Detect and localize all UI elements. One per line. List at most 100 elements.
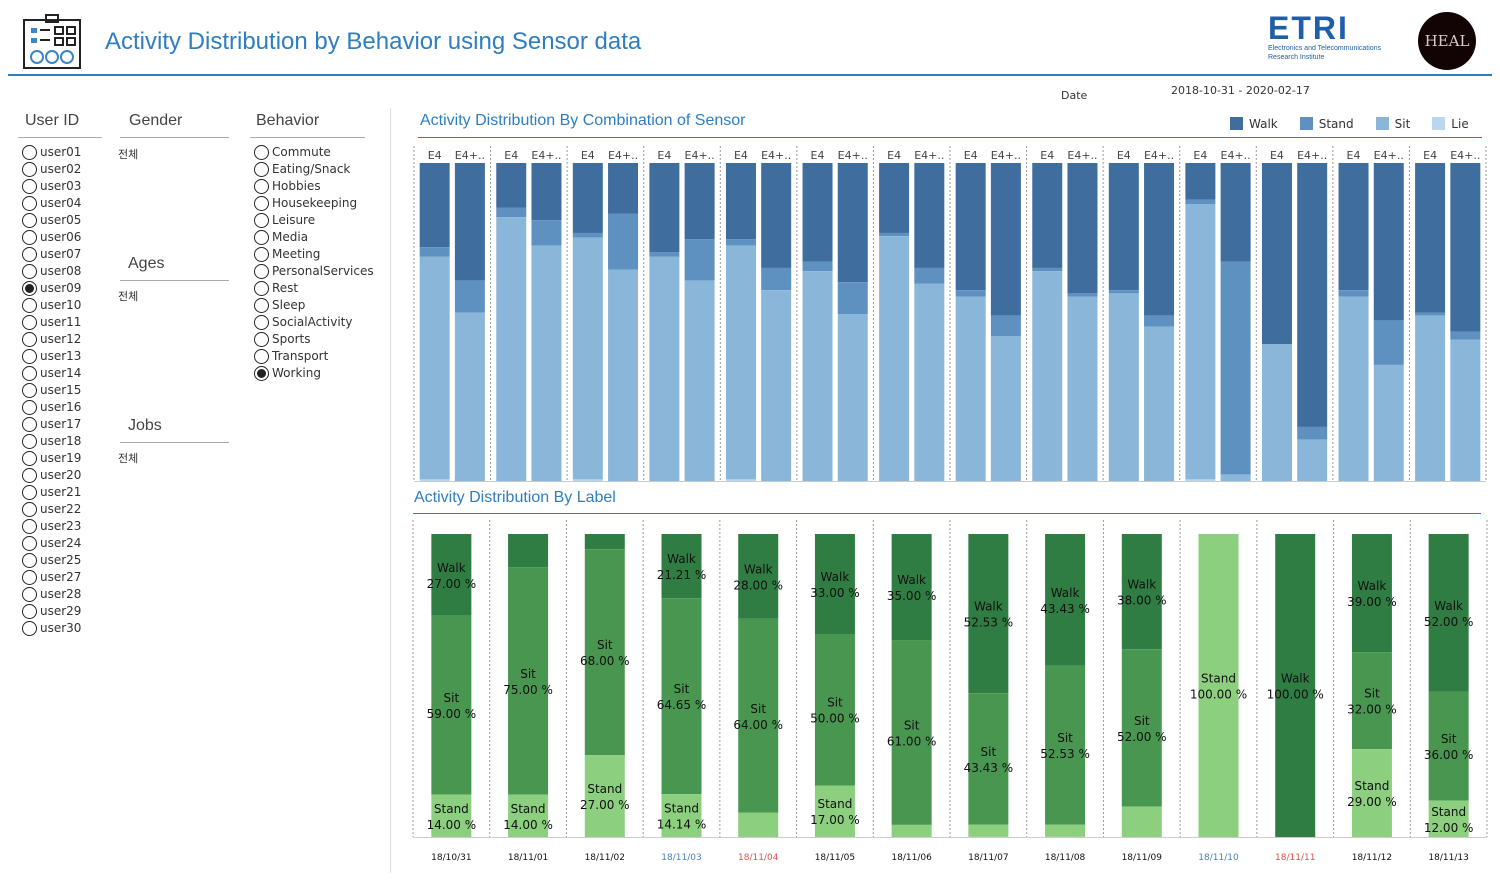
user-option-user15[interactable]: user15 — [22, 383, 81, 400]
radio-icon[interactable] — [22, 349, 37, 364]
radio-icon[interactable] — [254, 281, 269, 296]
behavior-option-housekeeping[interactable]: Housekeeping — [254, 196, 374, 213]
sensor-bar-sit[interactable] — [572, 237, 603, 480]
label-bar-stand[interactable] — [814, 785, 855, 837]
sensor-bar-sit[interactable] — [802, 271, 833, 481]
sensor-bar-sit[interactable] — [496, 217, 527, 481]
behavior-option-working[interactable]: Working — [254, 366, 374, 383]
sensor-bar-sit[interactable] — [1144, 326, 1175, 481]
label-bar-walk[interactable] — [508, 534, 549, 568]
sensor-bar-walk[interactable] — [608, 163, 639, 214]
sensor-bar-sit[interactable] — [725, 245, 756, 480]
sensor-bar-sit[interactable] — [1415, 315, 1446, 481]
sensor-bar-sit[interactable] — [990, 336, 1021, 481]
user-option-user28[interactable]: user28 — [22, 587, 81, 604]
sensor-bar-sit[interactable] — [1450, 339, 1481, 481]
label-bar-sit[interactable] — [508, 567, 549, 795]
sensor-bar-sit[interactable] — [837, 314, 868, 481]
behavior-option-transport[interactable]: Transport — [254, 349, 374, 366]
label-bar-sit[interactable] — [1428, 691, 1469, 801]
user-option-user14[interactable]: user14 — [22, 366, 81, 383]
sensor-bar-stand[interactable] — [1450, 331, 1481, 340]
jobs-filter-value[interactable]: 전체 — [118, 452, 139, 465]
user-option-user16[interactable]: user16 — [22, 400, 81, 417]
label-bar-sit[interactable] — [968, 693, 1009, 825]
sensor-bar-walk[interactable] — [496, 163, 527, 208]
label-bar-walk[interactable] — [814, 534, 855, 634]
radio-icon[interactable] — [22, 383, 37, 398]
radio-icon[interactable] — [22, 451, 37, 466]
sensor-bar-walk[interactable] — [1373, 163, 1404, 321]
label-bar-sit[interactable] — [584, 549, 625, 756]
radio-icon[interactable] — [22, 519, 37, 534]
label-bar-walk[interactable] — [1428, 534, 1469, 692]
sensor-bar-stand[interactable] — [1415, 312, 1446, 316]
sensor-bar-walk[interactable] — [761, 163, 792, 268]
user-option-user27[interactable]: user27 — [22, 570, 81, 587]
label-bar-sit[interactable] — [738, 618, 779, 813]
radio-icon[interactable] — [22, 145, 37, 160]
sensor-bar-walk[interactable] — [419, 163, 450, 248]
label-bar-stand[interactable] — [738, 812, 779, 837]
sensor-bar-sit[interactable] — [454, 312, 485, 481]
label-bar-stand[interactable] — [431, 794, 472, 837]
radio-icon[interactable] — [22, 281, 37, 296]
sensor-bar-walk[interactable] — [1185, 163, 1216, 200]
sensor-bar-sit[interactable] — [649, 256, 680, 481]
user-option-user19[interactable]: user19 — [22, 451, 81, 468]
sensor-bar-stand[interactable] — [1220, 261, 1251, 475]
radio-icon[interactable] — [22, 485, 37, 500]
sensor-bar-stand[interactable] — [1185, 199, 1216, 205]
sensor-bar-walk[interactable] — [1144, 163, 1175, 316]
radio-icon[interactable] — [22, 298, 37, 313]
radio-icon[interactable] — [22, 502, 37, 517]
radio-icon[interactable] — [22, 570, 37, 585]
radio-icon[interactable] — [254, 247, 269, 262]
label-bar-stand[interactable] — [584, 755, 625, 837]
radio-icon[interactable] — [254, 179, 269, 194]
radio-icon[interactable] — [254, 366, 269, 381]
radio-icon[interactable] — [22, 468, 37, 483]
sensor-bar-stand[interactable] — [802, 261, 833, 272]
behavior-option-leisure[interactable]: Leisure — [254, 213, 374, 230]
sensor-bar-walk[interactable] — [572, 163, 603, 233]
radio-icon[interactable] — [22, 621, 37, 636]
label-bar-stand[interactable] — [1351, 749, 1392, 837]
label-bar-walk[interactable] — [584, 534, 625, 550]
user-option-user30[interactable]: user30 — [22, 621, 81, 638]
sensor-bar-walk[interactable] — [990, 163, 1021, 316]
radio-icon[interactable] — [22, 417, 37, 432]
sensor-bar-sit[interactable] — [761, 290, 792, 481]
sensor-bar-stand[interactable] — [725, 239, 756, 246]
label-bar-stand[interactable] — [968, 824, 1009, 837]
behavior-option-rest[interactable]: Rest — [254, 281, 374, 298]
label-bar-walk[interactable] — [738, 534, 779, 619]
label-bar-stand[interactable] — [1428, 800, 1469, 837]
radio-icon[interactable] — [254, 332, 269, 347]
radio-icon[interactable] — [22, 315, 37, 330]
sensor-bar-stand[interactable] — [649, 252, 680, 257]
radio-icon[interactable] — [22, 587, 37, 602]
label-bar-walk[interactable] — [1121, 534, 1162, 650]
radio-icon[interactable] — [22, 553, 37, 568]
sensor-bar-sit[interactable] — [955, 296, 986, 481]
date-range[interactable]: 2018-10-31 - 2020-02-17 — [1171, 84, 1310, 97]
radio-icon[interactable] — [254, 145, 269, 160]
radio-icon[interactable] — [254, 230, 269, 245]
radio-icon[interactable] — [254, 349, 269, 364]
sensor-bar-sit[interactable] — [1338, 296, 1369, 481]
sensor-bar-walk[interactable] — [1067, 163, 1098, 294]
label-bar-walk[interactable] — [968, 534, 1009, 694]
label-bar-stand[interactable] — [508, 794, 549, 837]
sensor-bar-stand[interactable] — [1032, 267, 1063, 272]
sensor-bar-walk[interactable] — [879, 163, 910, 233]
sensor-bar-walk[interactable] — [1297, 163, 1328, 427]
label-bar-walk[interactable] — [1045, 534, 1086, 666]
user-option-user24[interactable]: user24 — [22, 536, 81, 553]
label-bar-sit[interactable] — [891, 640, 932, 825]
radio-icon[interactable] — [254, 298, 269, 313]
sensor-bar-stand[interactable] — [496, 207, 527, 218]
sensor-bar-stand[interactable] — [572, 232, 603, 238]
label-bar-walk[interactable] — [661, 534, 702, 599]
user-option-user18[interactable]: user18 — [22, 434, 81, 451]
